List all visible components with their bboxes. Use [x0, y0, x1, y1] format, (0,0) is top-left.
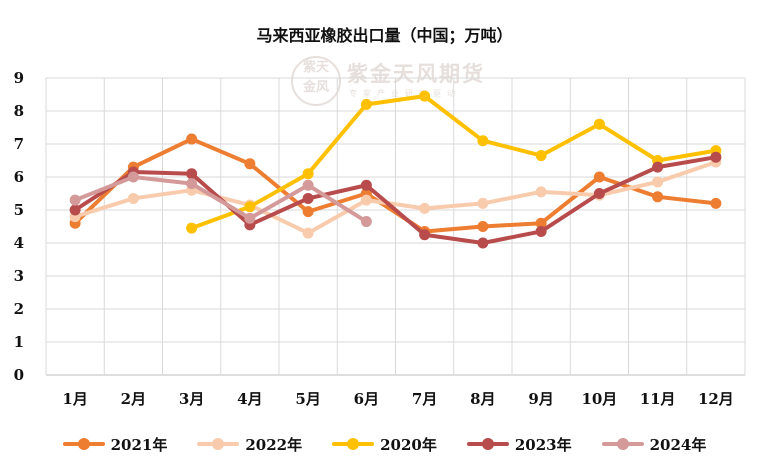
data-point	[535, 225, 547, 237]
x-tick-label: 10月	[581, 390, 617, 408]
x-tick-label: 2月	[121, 390, 146, 408]
watermark-subtitle: 专家产业研究驱动	[349, 89, 461, 98]
x-tick-label: 3月	[179, 390, 204, 408]
y-tick-label: 2	[14, 300, 24, 318]
data-point	[419, 202, 431, 214]
data-point	[302, 168, 314, 180]
series-2024年	[69, 171, 372, 228]
data-point	[244, 212, 256, 224]
y-tick-label: 9	[14, 69, 24, 87]
watermark-seal-line2: 金风	[302, 80, 329, 95]
legend-label: 2022年	[245, 435, 303, 454]
data-point	[302, 206, 314, 218]
data-point	[593, 118, 605, 130]
series-lines	[69, 90, 722, 249]
legend-item: 2024年	[601, 434, 707, 455]
legend-label: 2024年	[649, 435, 707, 454]
legend: 2021年 2022年 2020年 2023年 2024年	[0, 432, 769, 456]
data-point	[186, 168, 198, 180]
watermark-name: 紫金天风期货	[347, 62, 485, 86]
legend-item: 2023年	[466, 434, 572, 455]
data-point	[244, 201, 256, 213]
x-tick-label: 6月	[354, 390, 379, 408]
data-point	[69, 204, 81, 216]
data-point	[360, 194, 372, 206]
x-tick-label: 1月	[62, 390, 87, 408]
data-point	[535, 186, 547, 198]
data-point	[127, 192, 139, 204]
data-point	[186, 133, 198, 145]
data-point	[652, 176, 664, 188]
data-point	[360, 179, 372, 191]
series-line	[189, 94, 718, 231]
legend-swatch	[601, 437, 644, 451]
watermark-logo: 紫天 金风 紫金天风期货 专家产业研究驱动	[291, 56, 491, 106]
data-point	[360, 216, 372, 228]
data-point	[652, 191, 664, 203]
data-point	[652, 161, 664, 173]
data-point	[477, 135, 489, 147]
data-point	[710, 197, 722, 209]
gridlines	[45, 77, 746, 376]
data-point	[477, 197, 489, 209]
legend-item: 2021年	[62, 434, 168, 455]
legend-swatch	[332, 437, 375, 451]
x-tick-label: 5月	[295, 390, 320, 408]
y-tick-label: 5	[14, 201, 24, 219]
x-tick-label: 11月	[640, 390, 676, 408]
data-point	[186, 178, 198, 190]
data-point	[593, 188, 605, 199]
series-line	[73, 175, 369, 224]
data-point	[302, 179, 314, 191]
x-tick-label: 7月	[412, 390, 437, 408]
data-point	[186, 222, 198, 234]
data-point	[302, 227, 314, 239]
legend-item: 2020年	[332, 434, 437, 455]
legend-swatch	[197, 437, 240, 451]
y-tick-label: 0	[14, 366, 24, 384]
data-point	[419, 90, 431, 102]
axes: 0 1 2 3 4 5 6 7 8 9 1月 2月 3月 4月 5月 6月 7月 8月 9月 10月 11月 12月	[14, 69, 734, 408]
legend-item: 2022年	[197, 434, 302, 455]
series-2023年	[69, 151, 722, 249]
x-tick-label: 9月	[528, 390, 553, 408]
legend-label: 2020年	[380, 435, 437, 454]
data-point	[535, 150, 547, 162]
data-point	[69, 194, 81, 206]
x-tick-label: 12月	[698, 390, 734, 408]
watermark-seal-line1: 紫天	[302, 60, 329, 75]
y-tick-label: 7	[14, 135, 24, 153]
data-point	[127, 171, 139, 183]
y-tick-label: 4	[14, 234, 24, 252]
x-tick-label: 4月	[237, 390, 262, 408]
data-point	[477, 221, 489, 232]
data-point	[593, 171, 605, 183]
data-point	[710, 151, 722, 163]
legend-swatch	[466, 437, 509, 451]
y-tick-label: 6	[14, 168, 24, 186]
data-point	[477, 237, 489, 249]
data-point	[360, 98, 372, 110]
series-line	[73, 155, 718, 245]
watermark-seal: 紫天 金风	[291, 56, 341, 106]
chart-title: 马来西亚橡胶出口量（中国；万吨）	[256, 26, 513, 45]
data-point	[535, 217, 547, 229]
y-tick-label: 3	[14, 267, 24, 285]
legend-label: 2023年	[514, 435, 572, 454]
y-tick-label: 8	[14, 102, 24, 120]
data-point	[302, 192, 314, 204]
data-point	[244, 158, 256, 170]
data-point	[419, 229, 431, 241]
legend-swatch	[62, 437, 105, 451]
legend-label: 2021年	[110, 435, 168, 454]
x-tick-label: 8月	[470, 390, 495, 408]
series-line	[73, 160, 718, 236]
y-tick-label: 1	[14, 333, 24, 351]
